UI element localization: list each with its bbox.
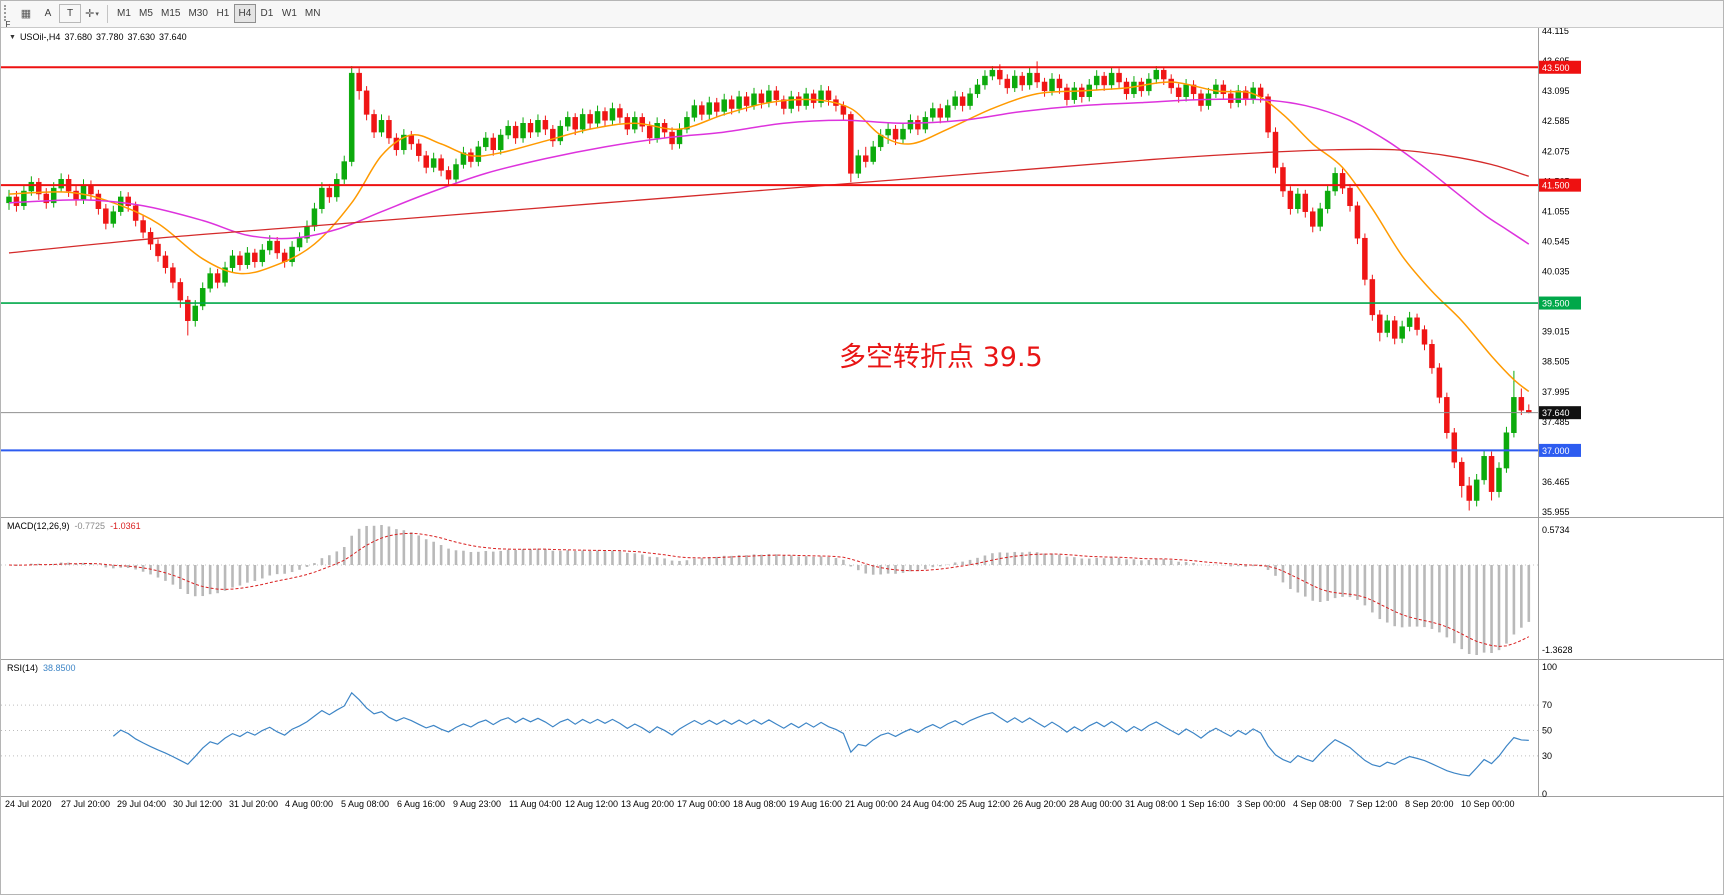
rsi-value: 38.8500 (43, 663, 76, 673)
macd-main-value: -0.7725 (74, 521, 106, 531)
svg-text:-1.3628: -1.3628 (1542, 645, 1573, 655)
svg-text:3 Sep 00:00: 3 Sep 00:00 (1237, 799, 1286, 809)
svg-text:4 Sep 08:00: 4 Sep 08:00 (1293, 799, 1342, 809)
svg-text:11 Aug 04:00: 11 Aug 04:00 (509, 799, 561, 809)
timeframe-w1-button[interactable]: W1 (278, 4, 301, 23)
svg-text:37.640: 37.640 (1542, 408, 1570, 418)
svg-text:6 Aug 16:00: 6 Aug 16:00 (397, 799, 445, 809)
chart-mode-button[interactable]: ▦ (15, 4, 37, 23)
svg-text:0.5734: 0.5734 (1542, 525, 1570, 535)
rsi-name: RSI(14) (7, 663, 39, 673)
bar-chart-icon: ▦ (20, 8, 32, 20)
svg-text:38.505: 38.505 (1542, 357, 1570, 367)
svg-text:39.500: 39.500 (1542, 299, 1570, 309)
svg-text:28 Aug 00:00: 28 Aug 00:00 (1069, 799, 1122, 809)
svg-text:21 Aug 00:00: 21 Aug 00:00 (845, 799, 898, 809)
svg-text:70: 70 (1542, 700, 1552, 710)
svg-text:1 Sep 16:00: 1 Sep 16:00 (1181, 799, 1230, 809)
text-tool-button[interactable]: T (59, 4, 81, 23)
quote-line: ▼ USOil-,H4 37.680 37.780 37.630 37.640 (9, 32, 187, 42)
svg-text:42.075: 42.075 (1542, 146, 1570, 156)
timeframe-m30-button[interactable]: M30 (184, 4, 211, 23)
svg-text:41.055: 41.055 (1542, 206, 1570, 216)
svg-text:27 Jul 20:00: 27 Jul 20:00 (61, 799, 110, 809)
svg-text:37.000: 37.000 (1542, 446, 1570, 456)
svg-text:37.485: 37.485 (1542, 417, 1570, 427)
svg-text:8 Sep 20:00: 8 Sep 20:00 (1405, 799, 1454, 809)
timeframe-m5-button[interactable]: M5 (135, 4, 157, 23)
svg-text:35.955: 35.955 (1542, 507, 1570, 517)
svg-text:31 Jul 20:00: 31 Jul 20:00 (229, 799, 278, 809)
timeframe-mn-button[interactable]: MN (301, 4, 325, 23)
svg-text:4 Aug 00:00: 4 Aug 00:00 (285, 799, 333, 809)
svg-text:10 Sep 00:00: 10 Sep 00:00 (1461, 799, 1515, 809)
symbol-dropdown-icon[interactable]: ▼ (9, 33, 16, 41)
svg-text:25 Aug 12:00: 25 Aug 12:00 (957, 799, 1010, 809)
macd-indicator-label: MACD(12,26,9) -0.7725 -1.0361 (7, 521, 141, 531)
rsi-indicator-label: RSI(14) 38.8500 (7, 663, 76, 673)
svg-text:26 Aug 20:00: 26 Aug 20:00 (1013, 799, 1066, 809)
quote-low: 37.630 (127, 32, 156, 42)
svg-text:40.545: 40.545 (1542, 236, 1570, 246)
svg-text:0: 0 (1542, 789, 1547, 799)
macd-name: MACD(12,26,9) (7, 521, 70, 531)
svg-text:42.585: 42.585 (1542, 116, 1570, 126)
svg-text:40.035: 40.035 (1542, 267, 1570, 277)
svg-text:5 Aug 08:00: 5 Aug 08:00 (341, 799, 389, 809)
quote-open: 37.680 (64, 32, 92, 42)
svg-text:100: 100 (1542, 662, 1557, 672)
svg-text:36.465: 36.465 (1542, 477, 1570, 487)
svg-text:39.015: 39.015 (1542, 327, 1570, 337)
price-annotation: 多空转折点 39.5 (839, 342, 1043, 373)
svg-text:7 Sep 12:00: 7 Sep 12:00 (1349, 799, 1398, 809)
fast-nav-label: F (5, 20, 11, 29)
annotate-a-button[interactable]: A (37, 4, 59, 23)
timeframe-m1-button[interactable]: M1 (113, 4, 135, 23)
macd-signal-value: -1.0361 (110, 521, 141, 531)
svg-text:12 Aug 12:00: 12 Aug 12:00 (565, 799, 618, 809)
svg-text:31 Aug 08:00: 31 Aug 08:00 (1125, 799, 1178, 809)
svg-text:9 Aug 23:00: 9 Aug 23:00 (453, 799, 501, 809)
toolbar-separator (107, 5, 108, 23)
chevron-down-icon: ▾ (95, 10, 99, 18)
quote-high: 37.780 (95, 32, 124, 42)
svg-text:17 Aug 00:00: 17 Aug 00:00 (677, 799, 730, 809)
timeframe-h1-button[interactable]: H1 (212, 4, 234, 23)
svg-text:30: 30 (1542, 751, 1552, 761)
svg-text:50: 50 (1542, 726, 1552, 736)
main-toolbar: F ▦ A T ✛ ▾ M1 M5 M15 M30 H1 H4 D1 W1 MN (1, 1, 1723, 29)
svg-text:43.500: 43.500 (1542, 63, 1570, 73)
timeframe-m15-button[interactable]: M15 (157, 4, 184, 23)
svg-text:18 Aug 08:00: 18 Aug 08:00 (733, 799, 786, 809)
toolbar-grip[interactable] (4, 5, 10, 21)
symbol-label: USOil-,H4 (19, 32, 61, 42)
svg-text:44.115: 44.115 (1542, 26, 1569, 36)
svg-text:43.095: 43.095 (1542, 86, 1570, 96)
svg-text:24 Jul 2020: 24 Jul 2020 (5, 799, 52, 809)
timeframe-d1-button[interactable]: D1 (256, 4, 278, 23)
svg-text:24 Aug 04:00: 24 Aug 04:00 (901, 799, 954, 809)
timeframe-h4-button[interactable]: H4 (233, 4, 256, 23)
crosshair-icon: ✛ (85, 8, 95, 20)
svg-text:13 Aug 20:00: 13 Aug 20:00 (621, 799, 674, 809)
svg-text:30 Jul 12:00: 30 Jul 12:00 (173, 799, 222, 809)
svg-text:29 Jul 04:00: 29 Jul 04:00 (117, 799, 166, 809)
svg-text:19 Aug 16:00: 19 Aug 16:00 (789, 799, 842, 809)
svg-text:37.995: 37.995 (1542, 387, 1570, 397)
crosshair-button[interactable]: ✛ ▾ (81, 4, 103, 23)
svg-text:41.500: 41.500 (1542, 181, 1570, 191)
quote-close: 37.640 (159, 32, 187, 42)
